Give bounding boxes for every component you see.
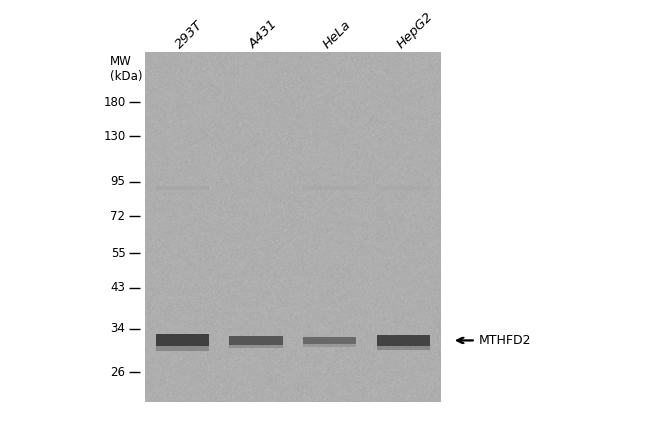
Text: 293T: 293T xyxy=(173,18,206,51)
FancyBboxPatch shape xyxy=(155,335,209,346)
FancyBboxPatch shape xyxy=(377,187,430,190)
Text: 72: 72 xyxy=(111,210,125,223)
Text: HeLa: HeLa xyxy=(320,18,354,51)
FancyBboxPatch shape xyxy=(155,346,209,351)
Text: A431: A431 xyxy=(247,17,280,51)
FancyBboxPatch shape xyxy=(155,187,209,190)
FancyBboxPatch shape xyxy=(377,335,430,346)
Text: MW
(kDa): MW (kDa) xyxy=(110,54,142,83)
FancyBboxPatch shape xyxy=(304,187,356,190)
Text: 43: 43 xyxy=(111,281,125,294)
FancyBboxPatch shape xyxy=(377,346,430,350)
Text: 34: 34 xyxy=(111,322,125,335)
Text: 26: 26 xyxy=(111,366,125,379)
Text: 130: 130 xyxy=(103,130,125,143)
Text: MTHFD2: MTHFD2 xyxy=(479,334,532,347)
FancyBboxPatch shape xyxy=(229,345,283,348)
FancyBboxPatch shape xyxy=(304,337,356,344)
Text: 55: 55 xyxy=(111,246,125,260)
Text: HepG2: HepG2 xyxy=(395,10,436,51)
FancyBboxPatch shape xyxy=(304,344,356,347)
FancyBboxPatch shape xyxy=(229,336,283,345)
Text: 180: 180 xyxy=(103,96,125,109)
Text: 95: 95 xyxy=(111,175,125,188)
